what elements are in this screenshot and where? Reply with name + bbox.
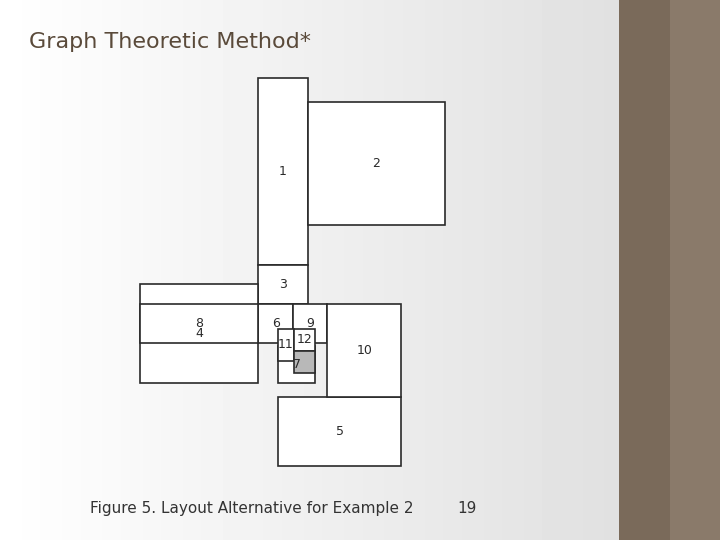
Text: Graph Theoretic Method*: Graph Theoretic Method* xyxy=(29,32,311,52)
Bar xyxy=(140,284,258,383)
Bar xyxy=(278,328,294,361)
Bar xyxy=(619,0,670,540)
Bar xyxy=(278,346,315,383)
Text: 9: 9 xyxy=(306,317,314,330)
Bar xyxy=(294,328,315,350)
Bar xyxy=(307,102,446,225)
Text: 8: 8 xyxy=(195,317,204,330)
Bar xyxy=(258,78,307,265)
Bar xyxy=(293,304,328,343)
Text: 2: 2 xyxy=(373,157,380,170)
Text: 11: 11 xyxy=(278,338,294,351)
Text: 10: 10 xyxy=(356,344,372,357)
Bar xyxy=(278,397,401,467)
Bar xyxy=(258,265,307,304)
Bar xyxy=(140,304,258,343)
Text: Figure 5. Layout Alternative for Example 2: Figure 5. Layout Alternative for Example… xyxy=(90,501,414,516)
Bar xyxy=(670,0,720,540)
Text: 6: 6 xyxy=(271,317,279,330)
Text: 12: 12 xyxy=(297,333,312,346)
Bar xyxy=(258,304,293,343)
Text: 5: 5 xyxy=(336,426,343,438)
Text: 7: 7 xyxy=(292,357,301,371)
Text: 19: 19 xyxy=(457,501,477,516)
Text: 3: 3 xyxy=(279,278,287,291)
Bar xyxy=(294,350,315,373)
Text: 4: 4 xyxy=(196,327,203,340)
Text: 1: 1 xyxy=(279,165,287,178)
Bar xyxy=(328,304,401,397)
